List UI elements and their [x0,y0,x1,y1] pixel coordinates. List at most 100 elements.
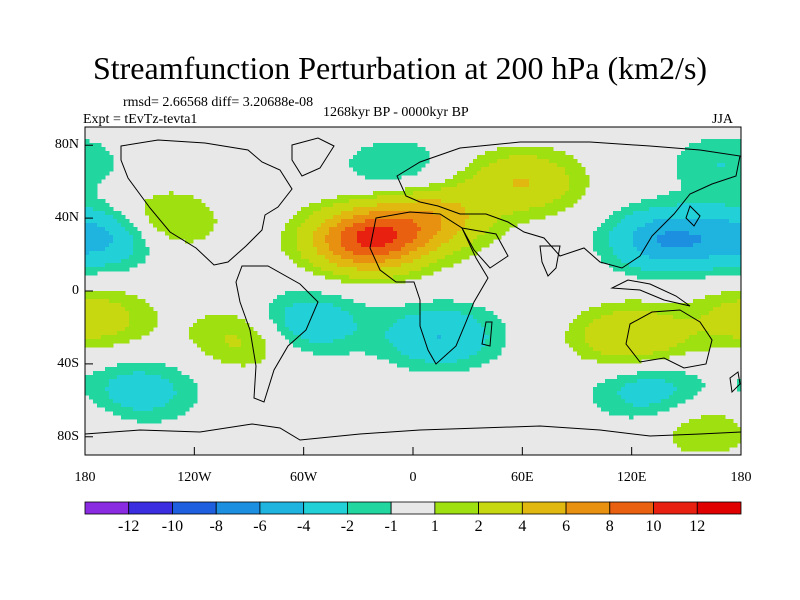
field-cell [729,267,734,272]
field-cell [89,327,94,332]
field-cell [541,147,546,152]
field-cell [97,263,102,268]
field-cell [473,167,478,172]
field-cell [121,315,126,320]
field-cell [645,239,650,244]
field-cell [337,323,342,328]
field-cell [705,239,710,244]
field-cell [129,227,134,232]
field-cell [417,275,422,280]
field-cell [357,331,362,336]
field-cell [293,291,298,296]
field-cell [725,335,730,340]
field-cell [381,323,386,328]
field-cell [601,259,606,264]
field-cell [413,275,418,280]
field-cell [325,239,330,244]
field-cell [617,383,622,388]
field-cell [501,171,506,176]
field-cell [461,203,466,208]
field-cell [301,335,306,340]
field-cell [301,219,306,224]
field-cell [277,315,282,320]
field-cell [185,219,190,224]
field-cell [645,219,650,224]
field-cell [481,215,486,220]
field-cell [221,331,226,336]
field-cell [725,223,730,228]
field-cell [613,307,618,312]
field-cell [293,303,298,308]
field-cell [185,235,190,240]
field-cell [97,331,102,336]
field-cell [409,243,414,248]
field-cell [481,227,486,232]
field-cell [85,167,90,172]
field-cell [605,383,610,388]
field-cell [193,227,198,232]
field-cell [493,219,498,224]
field-cell [153,379,158,384]
field-cell [485,347,490,352]
field-cell [213,327,218,332]
field-cell [473,311,478,316]
field-cell [693,167,698,172]
field-cell [365,239,370,244]
field-cell [89,335,94,340]
field-cell [405,207,410,212]
field-cell [725,331,730,336]
field-cell [737,291,741,296]
field-cell [677,247,682,252]
field-cell [713,299,718,304]
field-cell [677,315,682,320]
field-cell [421,215,426,220]
field-cell [441,223,446,228]
field-cell [373,247,378,252]
field-cell [609,227,614,232]
field-cell [437,355,442,360]
field-cell [481,231,486,236]
field-cell [445,335,450,340]
field-cell [737,323,741,328]
field-cell [657,379,662,384]
field-cell [477,159,482,164]
field-cell [665,267,670,272]
field-cell [641,203,646,208]
field-cell [573,347,578,352]
field-cell [101,239,106,244]
field-cell [445,263,450,268]
field-cell [725,183,730,188]
field-cell [381,211,386,216]
field-cell [177,215,182,220]
field-cell [397,251,402,256]
field-cell [337,215,342,220]
field-cell [197,343,202,348]
field-cell [425,335,430,340]
field-cell [689,179,694,184]
field-cell [713,255,718,260]
field-cell [485,319,490,324]
field-cell [429,247,434,252]
field-cell [85,311,90,316]
field-cell [577,167,582,172]
field-cell [441,303,446,308]
field-cell [705,303,710,308]
field-cell [685,379,690,384]
field-cell [349,335,354,340]
field-cell [441,215,446,220]
field-cell [589,331,594,336]
field-cell [317,347,322,352]
field-cell [613,211,618,216]
field-cell [393,243,398,248]
field-cell [249,339,254,344]
field-cell [125,303,130,308]
field-cell [337,335,342,340]
field-cell [465,359,470,364]
field-cell [521,167,526,172]
field-cell [621,335,626,340]
field-cell [385,251,390,256]
field-cell [121,367,126,372]
field-cell [477,199,482,204]
field-cell [665,339,670,344]
field-cell [533,163,538,168]
